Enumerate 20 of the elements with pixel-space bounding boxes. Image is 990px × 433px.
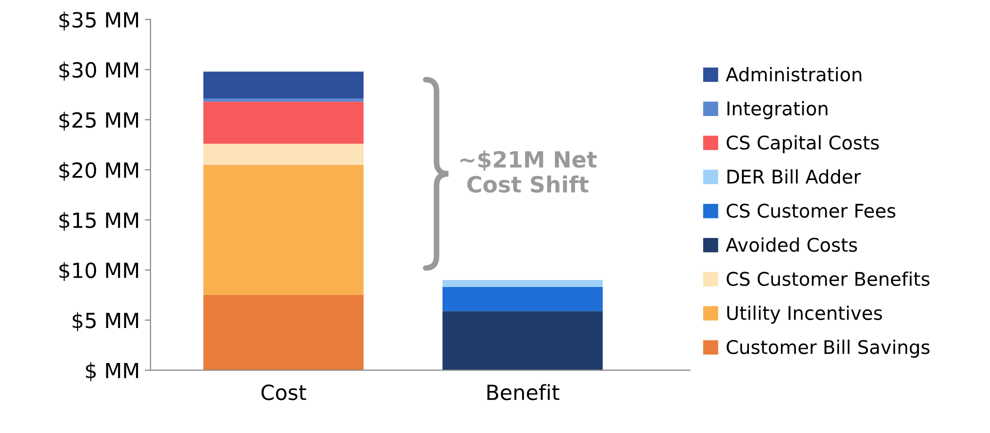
legend-label: Administration: [726, 66, 862, 82]
legend-label: Integration: [727, 101, 828, 120]
annotation: ~$21M Net Cost Shift: [460, 150, 597, 193]
legend-label: Customer Bill Savings: [726, 340, 930, 358]
y-tick-label: $10 MM: [59, 262, 138, 281]
legend-label: CS Customer Fees: [726, 204, 896, 218]
legend-label: CS Customer Benefits: [726, 271, 930, 286]
y-tick-label: $25 MM: [59, 112, 138, 131]
legend-label: Avoided Costs: [726, 237, 857, 252]
y-tick-label: $ MM: [86, 362, 138, 382]
legend-label: CS Capital Costs: [726, 135, 879, 154]
y-tick-label: $30 MM: [59, 62, 138, 81]
y-tick-label: $35 MM: [59, 12, 138, 30]
legend-label: Utility Incentives: [727, 306, 882, 324]
y-tick-label: $15 MM: [59, 212, 138, 231]
y-tick-label: $20 MM: [59, 162, 138, 181]
y-tick-label: $5 MM: [72, 312, 138, 332]
legend-label: DER Bill Adder: [727, 169, 861, 184]
x-tick-label: Cost: [261, 384, 306, 400]
x-tick-label: Benefit: [487, 384, 560, 400]
